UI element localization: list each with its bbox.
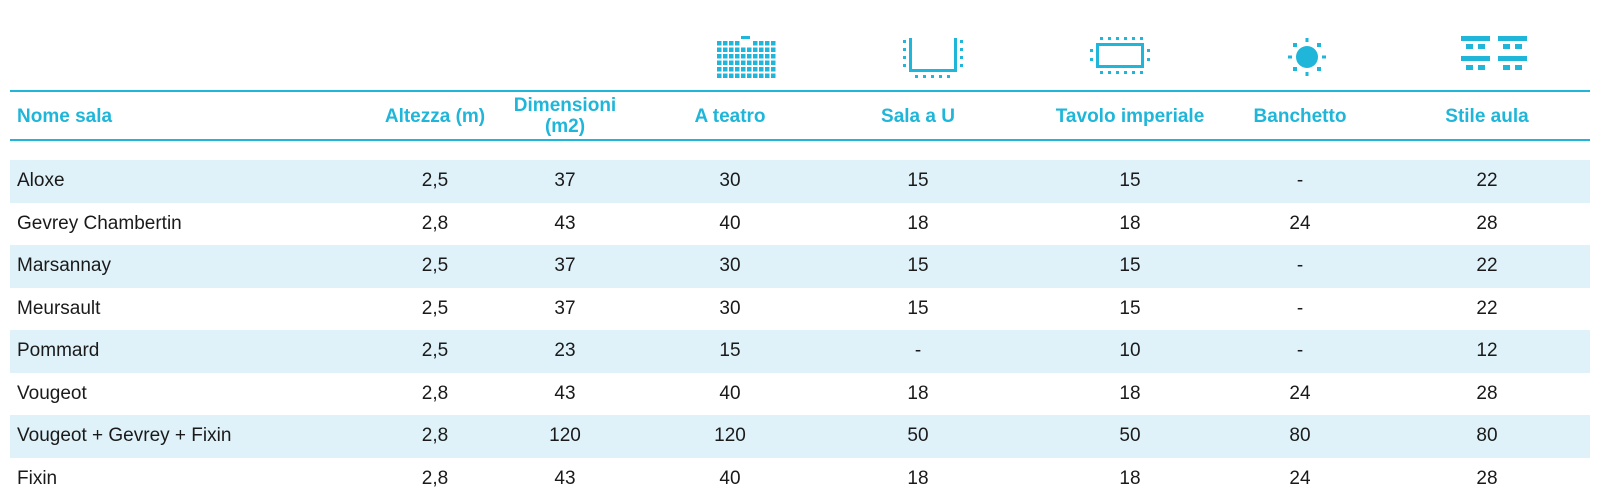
cell-size: 37 bbox=[554, 255, 576, 277]
cell-room-name: Meursault bbox=[17, 297, 101, 319]
cell-boardroom: 18 bbox=[1119, 467, 1141, 489]
cell-height: 2,5 bbox=[421, 255, 449, 277]
cell-room-name: Gevrey Chambertin bbox=[17, 212, 182, 234]
cell-room-name: Vougeot bbox=[17, 382, 87, 404]
cell-theatre: 40 bbox=[719, 467, 741, 489]
cell-classroom: 12 bbox=[1476, 340, 1498, 362]
cell-ushape: 15 bbox=[907, 297, 929, 319]
boardroom-layout-icon bbox=[1085, 34, 1155, 80]
cell-banquet: 24 bbox=[1289, 467, 1311, 489]
cell-size: 43 bbox=[554, 212, 576, 234]
cell-height: 2,8 bbox=[421, 382, 449, 404]
cell-room-name: Pommard bbox=[17, 340, 100, 362]
cell-size: 120 bbox=[549, 425, 581, 447]
cell-banquet: - bbox=[1296, 170, 1304, 192]
cell-ushape: 15 bbox=[907, 170, 929, 192]
cell-height: 2,8 bbox=[421, 425, 449, 447]
cell-classroom: 28 bbox=[1476, 382, 1498, 404]
theatre-layout-icon bbox=[710, 34, 780, 80]
cell-theatre: 40 bbox=[719, 212, 741, 234]
cell-size: 37 bbox=[554, 170, 576, 192]
cell-classroom: 80 bbox=[1476, 425, 1498, 447]
cell-classroom: 22 bbox=[1476, 170, 1498, 192]
cell-theatre: 40 bbox=[719, 382, 741, 404]
table-row: Marsannay 2,5 37 30 15 15 - 22 bbox=[10, 245, 1590, 288]
cell-height: 2,5 bbox=[421, 297, 449, 319]
cell-ushape: 50 bbox=[907, 425, 929, 447]
cell-classroom: 22 bbox=[1476, 255, 1498, 277]
cell-room-name: Marsannay bbox=[17, 255, 111, 277]
cell-theatre: 30 bbox=[719, 255, 741, 277]
cell-height: 2,5 bbox=[421, 340, 449, 362]
header-dimensioni: Dimensioni (m2) bbox=[513, 95, 617, 137]
cell-banquet: - bbox=[1296, 297, 1304, 319]
header-tavolo-imperiale: Tavolo imperiale bbox=[1055, 105, 1205, 127]
cell-ushape: 18 bbox=[907, 467, 929, 489]
cell-room-name: Fixin bbox=[17, 467, 58, 489]
cell-boardroom: 10 bbox=[1119, 340, 1141, 362]
header-top-rule bbox=[10, 90, 1590, 92]
cell-boardroom: 18 bbox=[1119, 212, 1141, 234]
cell-boardroom: 15 bbox=[1119, 255, 1141, 277]
cell-banquet: 24 bbox=[1289, 212, 1311, 234]
cell-size: 23 bbox=[554, 340, 576, 362]
table-row: Aloxe 2,5 37 30 15 15 - 22 bbox=[10, 160, 1590, 203]
cell-theatre: 120 bbox=[714, 425, 746, 447]
table-row: Meursault 2,5 37 30 15 15 - 22 bbox=[10, 288, 1590, 331]
table-header: Nome sala Altezza (m) Dimensioni (m2) A … bbox=[10, 92, 1590, 140]
cell-banquet: 80 bbox=[1289, 425, 1311, 447]
cell-room-name: Aloxe bbox=[17, 170, 65, 192]
cell-banquet: 24 bbox=[1289, 382, 1311, 404]
table-row: Fixin 2,8 43 40 18 18 24 28 bbox=[10, 458, 1590, 500]
cell-ushape: 18 bbox=[907, 212, 929, 234]
cell-classroom: 28 bbox=[1476, 212, 1498, 234]
cell-height: 2,5 bbox=[421, 170, 449, 192]
cell-boardroom: 15 bbox=[1119, 297, 1141, 319]
header-bottom-rule bbox=[10, 139, 1590, 141]
classroom-layout-icon bbox=[1459, 34, 1529, 80]
cell-size: 43 bbox=[554, 467, 576, 489]
table-row: Gevrey Chambertin 2,8 43 40 18 18 24 28 bbox=[10, 203, 1590, 246]
cell-boardroom: 18 bbox=[1119, 382, 1141, 404]
header-banchetto: Banchetto bbox=[1253, 105, 1347, 127]
cell-classroom: 28 bbox=[1476, 467, 1498, 489]
banquet-layout-icon bbox=[1272, 34, 1342, 80]
cell-banquet: - bbox=[1296, 340, 1304, 362]
cell-banquet: - bbox=[1296, 255, 1304, 277]
header-altezza: Altezza (m) bbox=[384, 105, 486, 127]
table-body: Aloxe 2,5 37 30 15 15 - 22 Gevrey Chambe… bbox=[10, 160, 1590, 500]
cell-boardroom: 15 bbox=[1119, 170, 1141, 192]
table-row: Vougeot 2,8 43 40 18 18 24 28 bbox=[10, 373, 1590, 416]
cell-height: 2,8 bbox=[421, 467, 449, 489]
cell-classroom: 22 bbox=[1476, 297, 1498, 319]
u-shape-layout-icon bbox=[898, 34, 968, 80]
cell-size: 43 bbox=[554, 382, 576, 404]
cell-height: 2,8 bbox=[421, 212, 449, 234]
cell-theatre: 15 bbox=[719, 340, 741, 362]
cell-ushape: 15 bbox=[907, 255, 929, 277]
cell-room-name: Vougeot + Gevrey + Fixin bbox=[17, 425, 232, 447]
table-row: Vougeot + Gevrey + Fixin 2,8 120 120 50 … bbox=[10, 415, 1590, 458]
layout-icons-row bbox=[0, 0, 1600, 90]
header-stile-aula: Stile aula bbox=[1445, 105, 1529, 127]
table-row: Pommard 2,5 23 15 - 10 - 12 bbox=[10, 330, 1590, 373]
cell-theatre: 30 bbox=[719, 170, 741, 192]
cell-ushape: - bbox=[914, 340, 922, 362]
header-a-teatro: A teatro bbox=[694, 105, 766, 127]
header-nome-sala: Nome sala bbox=[17, 105, 113, 127]
cell-size: 37 bbox=[554, 297, 576, 319]
header-sala-a-u: Sala a U bbox=[881, 105, 955, 127]
cell-boardroom: 50 bbox=[1119, 425, 1141, 447]
cell-ushape: 18 bbox=[907, 382, 929, 404]
cell-theatre: 30 bbox=[719, 297, 741, 319]
